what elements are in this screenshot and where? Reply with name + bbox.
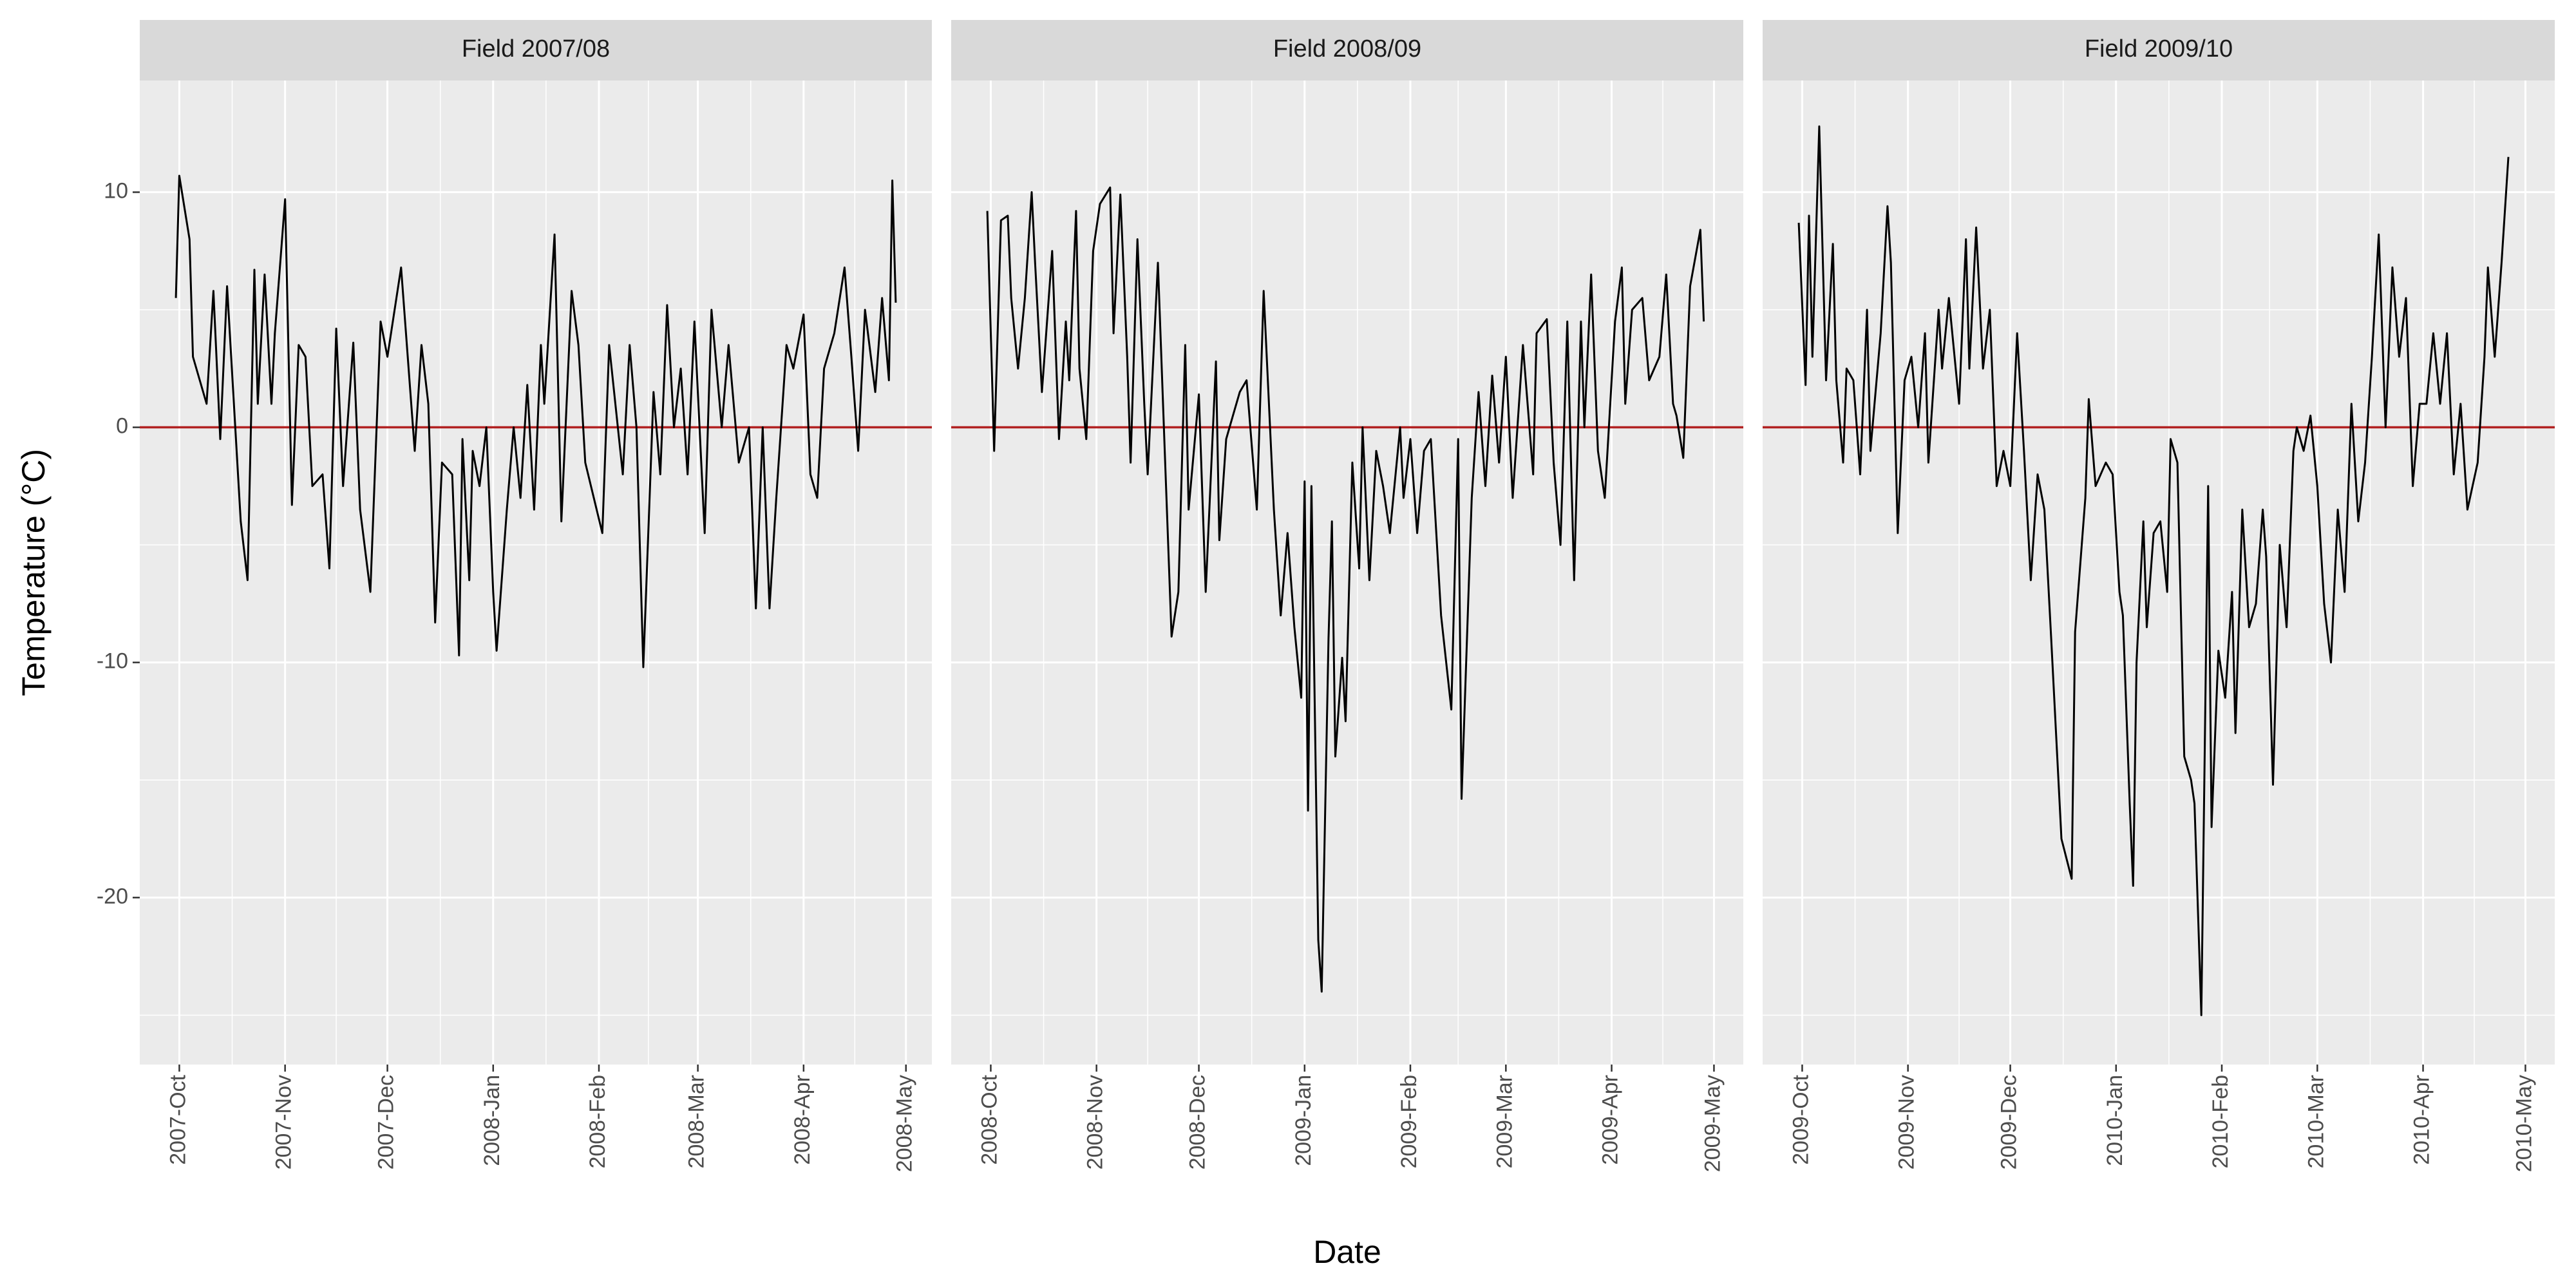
x-tick-label: 2010-Feb (2208, 1075, 2233, 1169)
x-tick-label: 2010-Jan (2103, 1075, 2127, 1166)
temperature-line (175, 175, 897, 668)
x-tick-label: 2008-Mar (685, 1075, 709, 1169)
x-tick-label: 2008-Jan (480, 1075, 504, 1166)
y-tick-label: -10 (97, 649, 128, 674)
temperature-line (1797, 125, 2510, 1016)
x-tick-label: 2008-Oct (977, 1074, 1001, 1164)
strip-title: Field 2007/08 (462, 35, 610, 62)
panel-background (951, 80, 1743, 1065)
x-tick-label: 2010-Apr (2410, 1075, 2434, 1165)
x-tick-label: 2007-Nov (272, 1075, 296, 1170)
x-tick-label: 2009-Feb (1397, 1075, 1421, 1169)
panel-background (1763, 80, 2555, 1065)
x-axis-title: Date (1313, 1234, 1381, 1270)
x-tick-label: 2008-Nov (1083, 1075, 1108, 1170)
panel-background (140, 80, 932, 1065)
x-tick-label: 2009-Oct (1788, 1074, 1813, 1164)
x-tick-label: 2008-May (893, 1075, 917, 1172)
x-tick-label: 2007-Dec (374, 1075, 399, 1170)
x-tick-label: 2009-May (1700, 1075, 1725, 1172)
x-tick-label: 2008-Apr (790, 1075, 815, 1165)
y-tick-label: 0 (116, 414, 128, 439)
strip-background (140, 20, 932, 80)
x-tick-label: 2007-Oct (166, 1074, 190, 1164)
x-tick-label: 2008-Dec (1186, 1075, 1210, 1170)
strip-title: Field 2009/10 (2085, 35, 2233, 62)
y-axis-title: Temperature (°C) (15, 449, 52, 696)
x-tick-label: 2008-Feb (585, 1075, 610, 1169)
strip-background (951, 20, 1743, 80)
temperature-line (986, 186, 1705, 993)
x-tick-label: 2009-Mar (1492, 1075, 1517, 1169)
y-tick-label: 10 (104, 178, 128, 203)
x-tick-label: 2010-May (2512, 1075, 2536, 1172)
x-tick-label: 2009-Apr (1598, 1075, 1623, 1165)
x-tick-label: 2009-Nov (1895, 1075, 1919, 1170)
y-tick-label: -20 (97, 884, 128, 909)
strip-title: Field 2008/09 (1273, 35, 1421, 62)
x-tick-label: 2009-Jan (1291, 1075, 1316, 1166)
x-tick-label: 2010-Mar (2304, 1075, 2328, 1169)
strip-background (1763, 20, 2555, 80)
x-tick-label: 2009-Dec (1997, 1075, 2022, 1170)
